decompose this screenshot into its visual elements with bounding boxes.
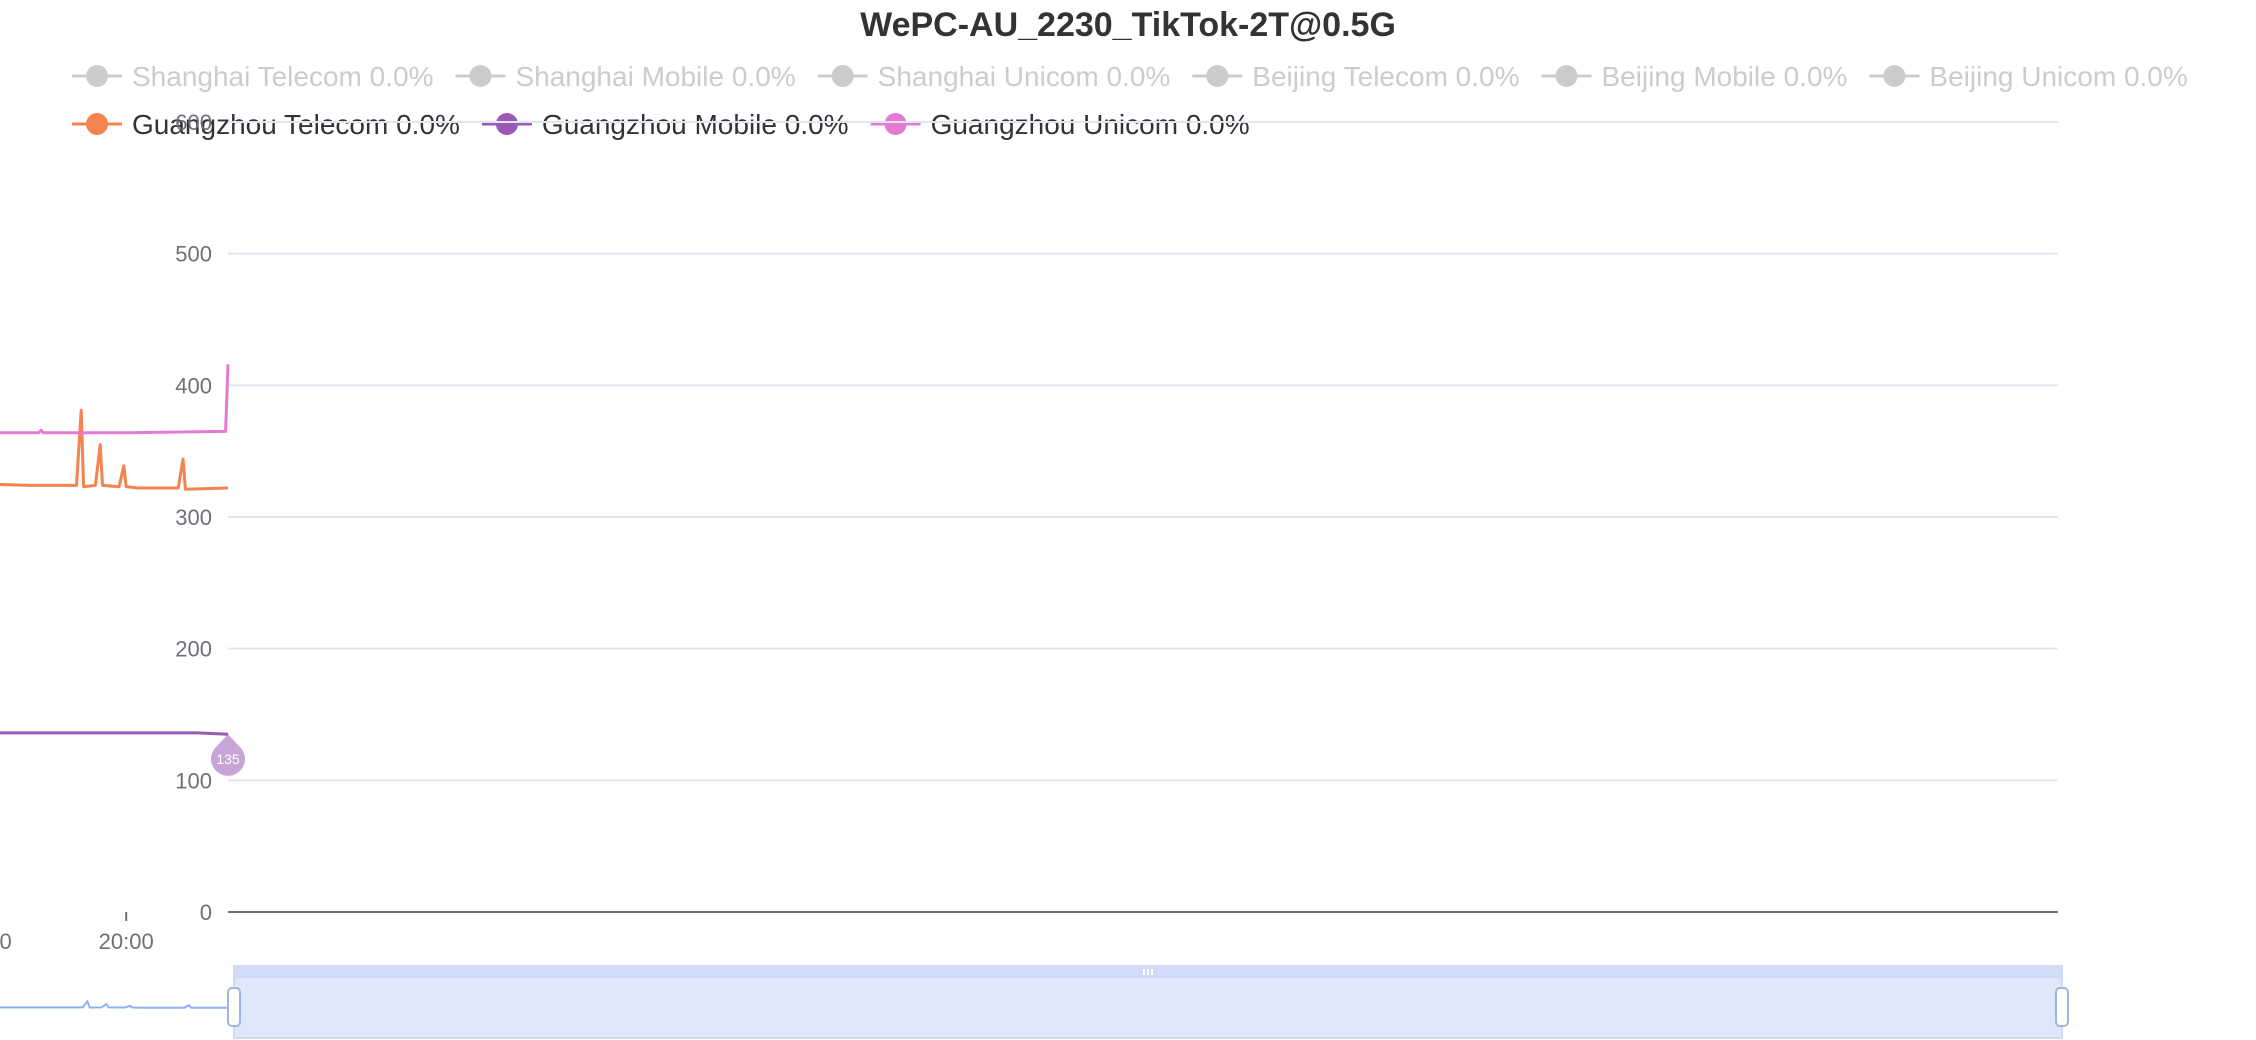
legend-label: Guangzhou Unicom 0.0% xyxy=(931,109,1250,140)
legend-item[interactable]: Guangzhou Unicom 0.0% xyxy=(870,109,1250,140)
y-tick-label: 0 xyxy=(200,900,212,925)
data-zoom-slider[interactable] xyxy=(0,965,2069,1039)
zoom-grip-icon xyxy=(1143,969,1145,975)
markpoint-label: 135 xyxy=(216,751,240,767)
legend-label: Beijing Telecom 0.0% xyxy=(1252,61,1519,92)
x-tick-label: 20:00 xyxy=(99,929,154,954)
legend-marker-icon xyxy=(1206,65,1229,87)
y-tick-label: 500 xyxy=(175,242,212,267)
y-tick-label: 200 xyxy=(175,637,212,662)
legend-marker-icon xyxy=(495,113,518,135)
legend-label: Shanghai Unicom 0.0% xyxy=(878,61,1171,92)
markpoints: 584227469358139135 xyxy=(210,734,245,776)
markpoint-pin-icon xyxy=(210,734,245,776)
legend-item[interactable]: Guangzhou Telecom 0.0% xyxy=(72,109,460,140)
axes: 010020030040050060020:0021:0022:0023:001… xyxy=(0,110,2058,954)
legend-item[interactable]: Shanghai Telecom 0.0% xyxy=(72,61,433,92)
legend-marker-icon xyxy=(1555,65,1578,87)
y-tick-label: 300 xyxy=(175,505,212,530)
series-line-1[interactable] xyxy=(0,729,229,736)
legend-item[interactable]: Shanghai Unicom 0.0% xyxy=(817,61,1171,92)
legend-label: Shanghai Mobile 0.0% xyxy=(515,61,795,92)
legend-marker-icon xyxy=(884,113,907,135)
legend-label: Shanghai Telecom 0.0% xyxy=(132,61,433,92)
legend-item[interactable]: Guangzhou Mobile 0.0% xyxy=(481,109,849,140)
legend-label: Guangzhou Telecom 0.0% xyxy=(132,109,460,140)
zoom-preview-line xyxy=(0,999,235,1009)
y-tick-label: 400 xyxy=(175,373,212,398)
legend-item[interactable]: Beijing Unicom 0.0% xyxy=(1869,61,2188,92)
series-line-0[interactable] xyxy=(0,143,229,613)
y-tick-label: 600 xyxy=(175,110,212,135)
x-tick-label: 21:00 xyxy=(0,929,12,954)
legend-marker-icon xyxy=(86,65,108,87)
zoom-handle-right[interactable] xyxy=(2055,987,2069,1027)
legend-label: Guangzhou Mobile 0.0% xyxy=(542,109,849,140)
series-line-2[interactable] xyxy=(0,295,230,441)
series-lines xyxy=(0,143,230,736)
y-tick-label: 100 xyxy=(175,768,212,793)
legend-label: Beijing Unicom 0.0% xyxy=(1929,61,2187,92)
zoom-grip-icon xyxy=(1151,969,1153,975)
legend-marker-icon xyxy=(86,113,108,135)
legend: Shanghai Telecom 0.0% Shanghai Mobile 0.0… xyxy=(72,61,2188,140)
legend-item[interactable]: Beijing Mobile 0.0% xyxy=(1541,61,1848,92)
grid-lines xyxy=(228,121,2058,782)
markpoint-min[interactable]: 135 xyxy=(210,734,245,776)
zoom-handle-left[interactable] xyxy=(227,987,241,1027)
zoom-grip-icon xyxy=(1147,969,1149,975)
legend-marker-icon xyxy=(831,65,854,87)
chart-title: WePC-AU_2230_TikTok-2T@0.5G xyxy=(860,6,1396,44)
legend-item[interactable]: Shanghai Mobile 0.0% xyxy=(455,61,796,92)
legend-marker-icon xyxy=(1883,65,1906,87)
legend-label: Beijing Mobile 0.0% xyxy=(1602,61,1848,92)
legend-marker-icon xyxy=(469,65,492,87)
legend-item[interactable]: Beijing Telecom 0.0% xyxy=(1192,61,1520,92)
